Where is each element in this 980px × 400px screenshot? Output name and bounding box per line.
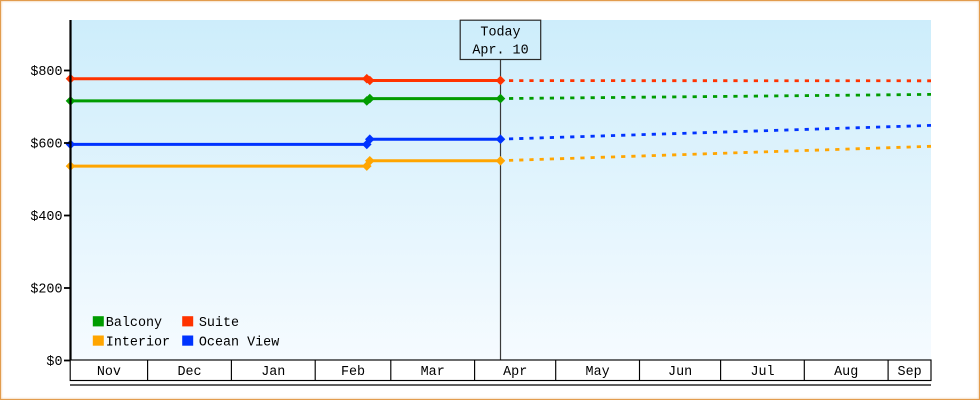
- svg-text:Feb: Feb: [341, 365, 365, 380]
- svg-text:Dec: Dec: [177, 365, 201, 380]
- svg-text:Today: Today: [480, 26, 520, 41]
- svg-text:Interior: Interior: [106, 335, 170, 350]
- svg-text:Apr: Apr: [503, 365, 527, 380]
- svg-text:$600: $600: [30, 138, 62, 153]
- svg-text:May: May: [586, 365, 610, 380]
- svg-text:Mar: Mar: [421, 365, 445, 380]
- svg-text:Sep: Sep: [898, 365, 922, 380]
- svg-text:$400: $400: [30, 210, 62, 225]
- svg-text:$0: $0: [46, 355, 62, 370]
- svg-text:Jun: Jun: [668, 365, 692, 380]
- svg-text:$800: $800: [30, 65, 62, 80]
- svg-text:Nov: Nov: [97, 365, 121, 380]
- svg-text:Jan: Jan: [261, 365, 285, 380]
- svg-text:Aug: Aug: [834, 365, 858, 380]
- svg-text:Ocean View: Ocean View: [199, 335, 279, 350]
- svg-text:Balcony: Balcony: [106, 316, 162, 331]
- svg-text:$200: $200: [30, 283, 62, 298]
- svg-text:Jul: Jul: [750, 365, 774, 380]
- svg-text:Apr. 10: Apr. 10: [472, 44, 528, 59]
- svg-text:Suite: Suite: [199, 316, 239, 331]
